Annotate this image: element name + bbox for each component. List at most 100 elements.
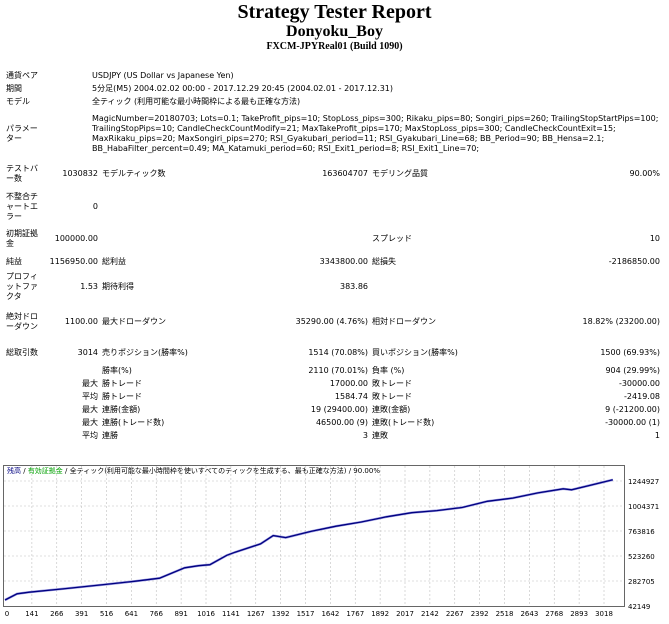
expected-label: 期待利得 [102, 282, 134, 291]
gross-profit-value: 3343800.00 [319, 257, 368, 266]
avg-cons-loss-value: 1 [654, 430, 660, 440]
largest-loss-value: -30000.00 [618, 378, 660, 388]
avg-win-value: 1584.74 [334, 391, 368, 401]
trades-value: 3014 [77, 348, 98, 357]
expected-value: 383.86 [340, 282, 368, 291]
chart-legend: 残高 / 有効証拠金 / 全ティック(利用可能な最小時間枠を使いすべてのティック… [7, 466, 380, 475]
short-value: 1514 (70.08%) [308, 348, 368, 357]
loss-value: 904 (29.99%) [605, 365, 660, 375]
x-tick-label: 1141 [222, 610, 240, 618]
y-tick-label: 763816 [628, 528, 655, 536]
spread-value: 10 [649, 234, 660, 243]
params-line: MagicNumber=20180703; Lots=0.1; TakeProf… [92, 114, 659, 123]
abs-dd-value: 1100.00 [64, 317, 98, 326]
cons-lossamt-label: 連敗(トレード数) [372, 417, 435, 427]
quality-label: モデリング品質 [372, 169, 428, 178]
params-line: MaxRikaku_pips=20; MaxSongiri_pips=270; … [92, 134, 605, 143]
largest-win-value: 17000.00 [329, 378, 368, 388]
gross-loss-value: -2186850.00 [608, 257, 660, 266]
period-label: 期間 [6, 83, 22, 93]
short-label: 売りポジション(勝率%) [102, 348, 188, 357]
x-tick-label: 141 [25, 610, 38, 618]
y-tick-label: 523260 [628, 553, 655, 561]
period-value: 5分足(M5) 2004.02.02 00:00 - 2017.12.29 20… [92, 83, 394, 93]
x-tick-label: 891 [174, 610, 187, 618]
win-label: 勝率(%) [102, 365, 132, 375]
legend-balance: 残高 [7, 466, 21, 475]
legend-rest: / 全ティック(利用可能な最小時間枠を使いすべてのティックを生成する、最も正確な… [63, 466, 381, 475]
avg-cons-loss-label: 連敗 [372, 430, 388, 440]
x-tick-label: 2392 [471, 610, 489, 618]
x-tick-label: 516 [100, 610, 114, 618]
x-tick-label: 1016 [197, 610, 215, 618]
bars-label: テストバー数 [6, 164, 38, 183]
abs-dd-label: 絶対ドローダウン [6, 312, 38, 331]
x-tick-label: 1642 [321, 610, 339, 618]
largest-loss-label: 敗トレード [372, 378, 412, 388]
bars-value: 1030832 [62, 169, 98, 178]
symbol-value: USDJPY (US Dollar vs Japanese Yen) [92, 70, 234, 80]
trades-label: 総取引数 [6, 348, 38, 357]
avg-cons-win-label: 連勝 [102, 430, 118, 440]
legend-equity: 有効証拠金 [28, 466, 63, 475]
mismatch-value: 0 [92, 202, 98, 211]
pf-label: プロフィットファクタ [6, 272, 38, 301]
x-tick-label: 2893 [570, 610, 588, 618]
plot-frame [3, 465, 625, 607]
ticks-label: モデルティック数 [102, 169, 166, 178]
win-value: 2110 (70.01%) [308, 365, 368, 375]
x-tick-label: 391 [75, 610, 88, 618]
x-tick-label: 2643 [520, 610, 538, 618]
x-tick-label: 0 [5, 610, 9, 618]
max-label: 最大 [82, 404, 98, 414]
avg-label: 平均 [82, 391, 98, 401]
max-label: 最大 [82, 378, 98, 388]
y-tick-label: 1004371 [628, 503, 659, 511]
avg-loss-label: 敗トレード [372, 391, 412, 401]
deposit-value: 100000.00 [54, 234, 98, 243]
cons-profit-label: 連勝(トレード数) [102, 417, 165, 427]
pf-value: 1.53 [80, 282, 98, 291]
max-dd-label: 最大ドローダウン [102, 317, 166, 326]
x-tick-label: 1767 [346, 610, 364, 618]
y-tick-label: 282705 [628, 578, 655, 586]
net-label: 純益 [6, 257, 22, 266]
x-tick-label: 1392 [272, 610, 290, 618]
ea-name: Donyoku_Boy [286, 23, 383, 40]
max-dd-value: 35290.00 (4.76%) [295, 317, 368, 326]
rel-dd-value: 18.82% (23200.00) [582, 317, 660, 326]
ticks-value: 163604707 [322, 169, 368, 178]
x-tick-label: 1892 [371, 610, 389, 618]
legend-sep: / [21, 467, 28, 475]
x-tick-label: 266 [50, 610, 64, 618]
avg-win-label: 勝トレード [102, 391, 142, 401]
x-tick-label: 2267 [446, 610, 464, 618]
spread-label: スプレッド [372, 234, 412, 243]
x-tick-label: 2017 [396, 610, 414, 618]
x-tick-label: 2768 [545, 610, 563, 618]
x-tick-label: 1517 [297, 610, 315, 618]
x-tick-label: 2518 [496, 610, 514, 618]
x-tick-label: 2142 [421, 610, 439, 618]
report-title: Strategy Tester Report [237, 1, 432, 23]
params-line: TrailingStopPips=10; CandleCheckCountMod… [92, 124, 616, 133]
report-table: 通貨ペア USDJPY (US Dollar vs Japanese Yen) 期… [4, 69, 662, 442]
rel-dd-label: 相対ドローダウン [372, 317, 436, 326]
server-build: FXCM-JPYReal01 (Build 1090) [266, 41, 403, 52]
deposit-label: 初期証拠金 [6, 229, 38, 248]
net-value: 1156950.00 [49, 257, 98, 266]
cons-loss-label: 連敗(金額) [372, 404, 411, 414]
avg-label: 平均 [82, 430, 98, 440]
model-value: 全ティック (利用可能な最小時間枠による最も正確な方法) [92, 96, 301, 106]
x-tick-label: 1267 [247, 610, 265, 618]
x-tick-label: 3018 [595, 610, 613, 618]
y-tick-label: 42149 [628, 603, 650, 611]
long-label: 買いポジション(勝率%) [372, 348, 458, 357]
max-label: 最大 [82, 417, 98, 427]
balance-line [4, 479, 613, 601]
y-tick-label: 1244927 [628, 478, 659, 486]
cons-win-value: 19 (29400.00) [310, 404, 368, 414]
cons-win-label: 連勝(金額) [102, 404, 141, 414]
params-line: BB_HabaFilter_percent=0.49; MA_Katamuki_… [92, 144, 480, 153]
gross-profit-label: 総利益 [102, 257, 126, 266]
